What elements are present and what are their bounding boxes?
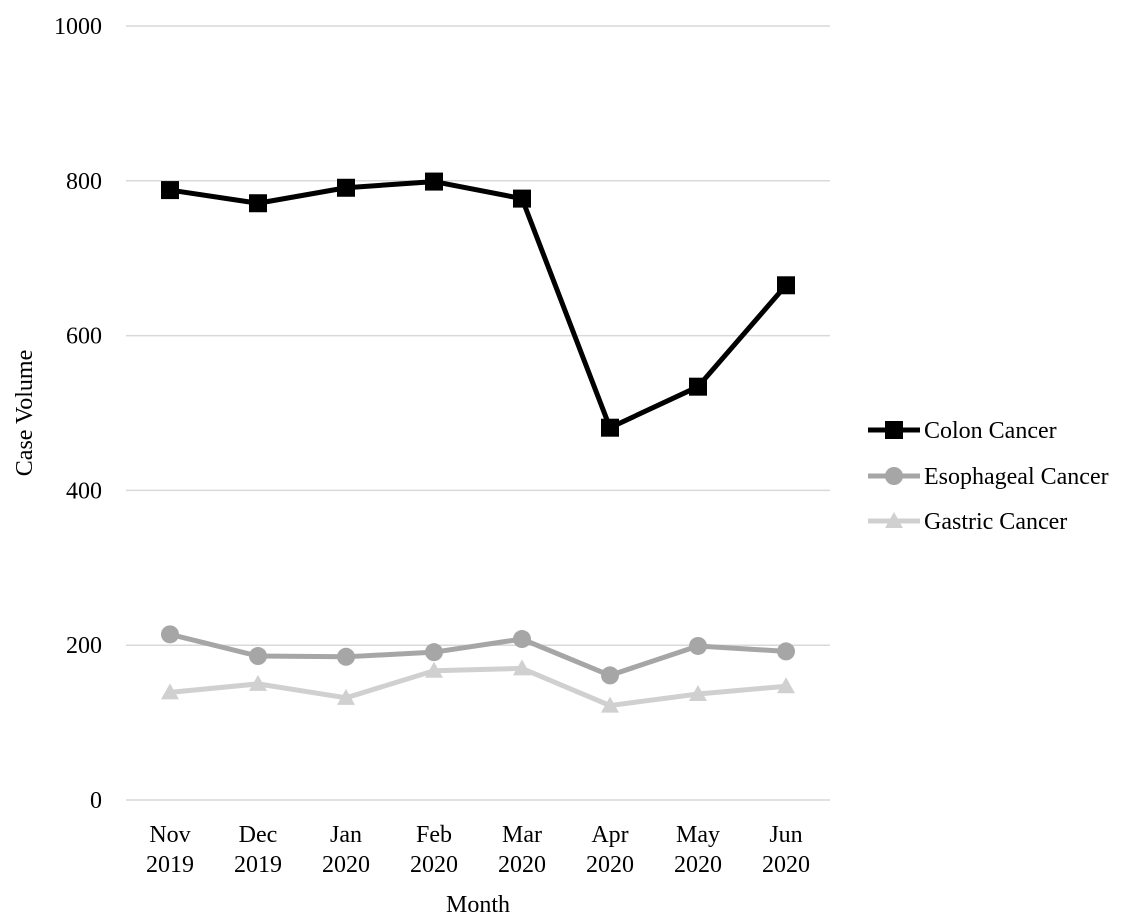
y-tick-label: 600 [66,324,102,350]
series-line-esophageal-cancer [169,631,787,678]
series-line-gastric-cancer [169,665,787,709]
series-colon-cancer [161,172,795,437]
series-gastric-cancer [161,659,795,713]
legend: Colon Cancer Esophageal Cancer Gastric Can… [868,418,1109,535]
legend-marker-colon-cancer [885,421,903,439]
x-tick-label-year: 2019 [234,852,282,878]
x-tick-label-year: 2020 [498,852,546,878]
data-point-gastric-cancer [249,674,267,691]
x-tick-label-month: Jun [769,822,802,848]
data-point-colon-cancer [425,172,443,191]
data-point-colon-cancer [513,189,531,208]
y-tick-label: 800 [66,169,102,195]
data-point-esophageal-cancer [689,636,707,655]
legend-label-colon-cancer: Colon Cancer [924,418,1057,444]
data-point-colon-cancer [601,418,619,437]
x-tick-label-year: 2020 [322,852,370,878]
y-tick-label: 1000 [54,14,102,40]
data-point-esophageal-cancer [513,630,531,649]
x-axis-title: Month [446,892,510,915]
data-point-colon-cancer [337,178,355,197]
legend-item-colon-cancer: Colon Cancer [868,418,1057,444]
y-axis-title: Case Volume [12,350,38,476]
x-tick-label-year: 2019 [146,852,194,878]
legend-label-gastric-cancer: Gastric Cancer [924,509,1067,535]
data-point-gastric-cancer [601,696,619,713]
data-point-gastric-cancer [337,688,355,705]
grid-lines [126,25,830,801]
data-point-gastric-cancer [161,683,179,700]
data-point-esophageal-cancer [161,625,179,644]
data-point-esophageal-cancer [337,647,355,666]
x-tick-label-month: Jan [330,822,362,848]
x-tick-label-year: 2020 [410,852,458,878]
legend-item-gastric-cancer: Gastric Cancer [868,509,1067,535]
data-point-colon-cancer [161,181,179,200]
data-point-gastric-cancer [777,677,795,694]
data-point-esophageal-cancer [777,642,795,661]
legend-marker-gastric-cancer [885,512,903,528]
y-tick-label: 200 [66,633,102,659]
x-tick-label-month: May [676,822,720,848]
x-tick-label-month: Nov [149,822,190,848]
x-tick-label-year: 2020 [586,852,634,878]
x-tick-label-year: 2020 [762,852,810,878]
legend-marker-esophageal-cancer [885,467,903,485]
legend-label-esophageal-cancer: Esophageal Cancer [924,464,1109,490]
x-tick-label-month: Feb [416,822,452,848]
data-point-gastric-cancer [689,684,707,701]
x-tick-label-month: Apr [591,822,628,848]
y-tick-label: 0 [90,788,102,814]
legend-item-esophageal-cancer: Esophageal Cancer [868,464,1109,490]
data-point-gastric-cancer [425,661,443,678]
data-point-colon-cancer [777,276,795,295]
x-axis-ticks: Nov 2019 Dec 2019 Jan 2020 Feb 2020 Mar 2020 Apr 20… [146,822,810,878]
x-tick-label-year: 2020 [674,852,722,878]
series-esophageal-cancer [161,625,795,685]
series-group [161,172,795,713]
data-point-esophageal-cancer [601,666,619,685]
series-line-colon-cancer [169,179,788,431]
data-point-esophageal-cancer [249,647,267,666]
data-point-esophageal-cancer [425,643,443,662]
data-point-gastric-cancer [513,659,531,676]
x-tick-label-month: Mar [502,822,542,848]
x-tick-label-month: Dec [239,822,278,848]
y-axis-ticks: 0 200 400 600 800 1000 [54,14,102,814]
data-point-colon-cancer [689,377,707,396]
y-tick-label: 400 [66,478,102,504]
data-point-colon-cancer [249,194,267,213]
